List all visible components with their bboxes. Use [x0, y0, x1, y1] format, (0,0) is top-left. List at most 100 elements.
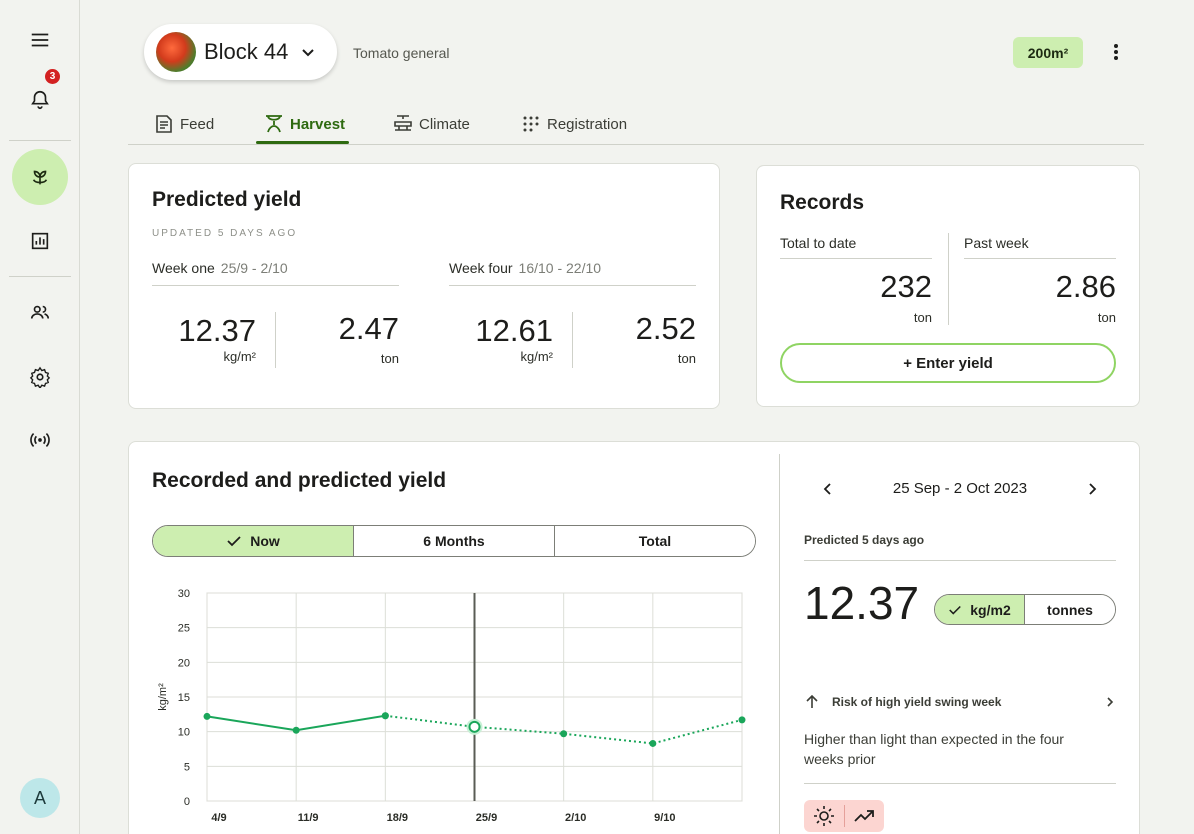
sidebar-item-analytics[interactable]	[12, 213, 68, 269]
unit-tonnes-button[interactable]: tonnes	[1025, 595, 1115, 624]
tab-harvest[interactable]: Harvest	[264, 104, 345, 144]
harvest-icon	[266, 115, 282, 133]
sidebar-divider	[9, 276, 71, 277]
tab-label: Harvest	[290, 115, 346, 133]
chevron-down-icon	[302, 49, 315, 57]
trending-up-icon	[854, 810, 875, 822]
check-icon	[227, 536, 241, 547]
date-range: 25 Sep - 2 Oct 2023	[892, 480, 1028, 497]
chevron-left-icon	[823, 483, 831, 495]
previous-week-button[interactable]	[816, 477, 840, 501]
predicted-yield-title: Predicted yield	[152, 188, 302, 211]
x-tick-label: 25/9	[476, 812, 497, 824]
arrow-up-icon	[806, 694, 818, 708]
divider	[275, 312, 276, 368]
divider	[780, 258, 932, 259]
updated-label: UPDATED 5 DAYS AGO	[152, 228, 298, 239]
sidebar-item-settings[interactable]	[12, 349, 68, 405]
x-tick-label: 11/9	[298, 812, 319, 824]
risk-row[interactable]: Risk of high yield swing week	[804, 692, 1116, 712]
total-to-date-unit: ton	[913, 310, 932, 325]
y-tick-label: 25	[178, 623, 190, 635]
menu-button[interactable]	[12, 12, 68, 68]
more-options-button[interactable]	[1104, 40, 1128, 64]
risk-factor-chips	[804, 800, 884, 832]
unit-toggle: kg/m2 tonnes	[934, 594, 1116, 625]
total-to-date-label: Total to date	[780, 235, 857, 251]
predicted-data-point	[381, 712, 389, 720]
block-selector[interactable]: Block 44	[144, 24, 337, 80]
yield-line-chart: 0 5 10 15 20 25 30 4/9 11/9 18/9 25/9 2/10 9/10 kg/m²	[157, 588, 746, 824]
bell-icon	[31, 90, 49, 110]
y-tick-label: 30	[178, 588, 190, 600]
predicted-data-point	[560, 730, 568, 738]
predicted-ago-label: Predicted 5 days ago	[804, 533, 925, 547]
unit-label: tonnes	[1047, 601, 1093, 618]
week-four-kg: 12.61	[475, 313, 553, 348]
divider	[804, 783, 1116, 784]
document-icon	[156, 115, 172, 133]
avatar[interactable]: A	[20, 778, 60, 818]
block-subtitle: Tomato general	[353, 45, 450, 61]
panel-divider	[779, 454, 780, 834]
week-four-range: 16/10 - 22/10	[518, 260, 602, 276]
sidebar-divider	[9, 140, 71, 141]
range-now-button[interactable]: Now	[153, 526, 354, 556]
hamburger-icon	[31, 33, 49, 47]
range-selector: Now 6 Months Total	[152, 525, 756, 557]
chevron-right-icon	[1089, 483, 1097, 495]
predicted-value: 12.37	[804, 577, 920, 629]
tab-climate[interactable]: Climate	[393, 104, 470, 144]
week-one-ton: 2.47	[338, 311, 399, 346]
sidebar-item-sensors[interactable]	[12, 412, 68, 468]
recorded-data-point	[292, 726, 300, 734]
y-tick-label: 5	[184, 761, 190, 773]
tab-bar: Feed Harvest Climate Registration	[128, 104, 1144, 145]
range-label: Now	[250, 533, 280, 549]
divider	[804, 560, 1116, 561]
sidebar-item-crops[interactable]	[12, 149, 68, 205]
tab-registration[interactable]: Registration	[521, 104, 627, 144]
divider	[572, 312, 573, 368]
past-week-unit: ton	[1097, 310, 1116, 325]
x-tick-label: 4/9	[211, 812, 226, 824]
dots-grid-icon	[523, 116, 539, 132]
people-icon	[30, 305, 50, 319]
chevron-right-icon	[1107, 697, 1114, 707]
tab-feed[interactable]: Feed	[154, 104, 214, 144]
sprout-icon	[32, 170, 48, 185]
week-four-name: Week four	[449, 260, 513, 276]
week-one-kg-unit: kg/m²	[223, 349, 257, 364]
current-data-point	[468, 720, 481, 733]
week-four-ton: 2.52	[635, 311, 696, 346]
predicted-data-point	[738, 716, 746, 724]
sidebar: 3 A	[0, 0, 80, 834]
unit-kg-button[interactable]: kg/m2	[935, 595, 1025, 624]
area-badge: 200m²	[1013, 37, 1083, 68]
notification-badge: 3	[45, 69, 60, 84]
climate-icon	[394, 115, 412, 131]
enter-yield-button[interactable]: + Enter yield	[780, 343, 1116, 383]
notifications-button[interactable]: 3	[12, 69, 68, 128]
range-total-button[interactable]: Total	[555, 526, 755, 556]
bar-chart-icon	[31, 232, 49, 250]
divider	[449, 285, 696, 286]
block-thumbnail	[156, 32, 196, 72]
more-vertical-icon	[1114, 44, 1118, 60]
chip-divider	[843, 805, 845, 827]
next-week-button[interactable]	[1080, 477, 1104, 501]
week-four-kg-unit: kg/m²	[520, 349, 554, 364]
block-title: Block 44	[204, 39, 289, 64]
risk-description: Higher than light than expected in the f…	[804, 731, 1064, 767]
light-factor-chip[interactable]	[804, 800, 844, 832]
week-one-kg: 12.37	[178, 313, 256, 348]
predicted-data-point	[649, 739, 657, 747]
tab-label: Climate	[419, 115, 470, 133]
x-tick-label: 9/10	[654, 812, 675, 824]
total-to-date-value: 232	[880, 269, 932, 304]
y-tick-label: 20	[178, 657, 190, 669]
trend-factor-chip[interactable]	[844, 800, 884, 832]
sidebar-item-team[interactable]	[12, 285, 68, 341]
divider	[152, 285, 399, 286]
range-6-months-button[interactable]: 6 Months	[354, 526, 555, 556]
